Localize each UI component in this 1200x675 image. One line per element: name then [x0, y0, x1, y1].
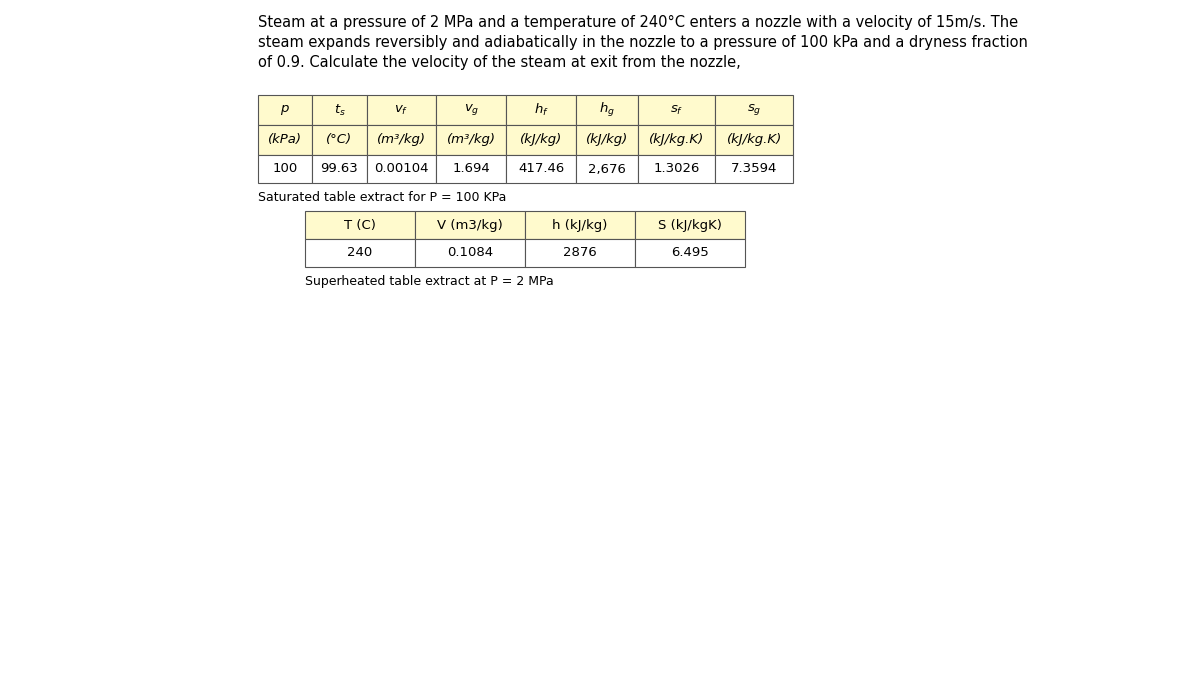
Bar: [526, 239, 635, 267]
Text: 417.46: 417.46: [518, 163, 564, 176]
Bar: [305, 239, 415, 267]
Bar: [415, 239, 526, 267]
Bar: [576, 155, 638, 183]
Bar: [506, 125, 576, 155]
Text: S (kJ/kgK): S (kJ/kgK): [658, 219, 722, 232]
Text: 240: 240: [347, 246, 373, 259]
Text: Saturated table extract for P = 100 KPa: Saturated table extract for P = 100 KPa: [258, 191, 506, 204]
Text: 2876: 2876: [563, 246, 596, 259]
Text: 0.00104: 0.00104: [374, 163, 428, 176]
Bar: [635, 239, 745, 267]
Bar: [506, 155, 576, 183]
Text: 100: 100: [272, 163, 298, 176]
Text: 6.495: 6.495: [671, 246, 709, 259]
Bar: [635, 211, 745, 239]
Bar: [366, 125, 437, 155]
Bar: [258, 155, 312, 183]
Text: $p$: $p$: [281, 103, 290, 117]
Text: 99.63: 99.63: [320, 163, 359, 176]
Text: (m³/kg): (m³/kg): [446, 134, 496, 146]
Text: $h_g$: $h_g$: [599, 101, 614, 119]
Bar: [312, 155, 366, 183]
Text: Superheated table extract at P = 2 MPa: Superheated table extract at P = 2 MPa: [305, 275, 553, 288]
Text: steam expands reversibly and adiabatically in the nozzle to a pressure of 100 kP: steam expands reversibly and adiabatical…: [258, 35, 1028, 50]
Bar: [576, 95, 638, 125]
Text: $v_g$: $v_g$: [463, 103, 479, 117]
Bar: [638, 155, 715, 183]
Text: (kJ/kg): (kJ/kg): [586, 134, 628, 146]
Text: 0.1084: 0.1084: [446, 246, 493, 259]
Text: $s_g$: $s_g$: [748, 103, 762, 117]
Bar: [715, 95, 793, 125]
Bar: [526, 211, 635, 239]
Bar: [715, 125, 793, 155]
Text: V (m3/kg): V (m3/kg): [437, 219, 503, 232]
Text: of 0.9. Calculate the velocity of the steam at exit from the nozzle,: of 0.9. Calculate the velocity of the st…: [258, 55, 740, 70]
Text: (kJ/kg.K): (kJ/kg.K): [727, 134, 782, 146]
Bar: [258, 125, 312, 155]
Text: (°C): (°C): [326, 134, 353, 146]
Text: (kJ/kg.K): (kJ/kg.K): [649, 134, 704, 146]
Text: $t_s$: $t_s$: [334, 103, 346, 117]
Bar: [576, 125, 638, 155]
Text: (kJ/kg): (kJ/kg): [520, 134, 562, 146]
Bar: [312, 95, 366, 125]
Bar: [312, 125, 366, 155]
Text: 1.3026: 1.3026: [654, 163, 700, 176]
Bar: [437, 95, 506, 125]
Bar: [258, 95, 312, 125]
Text: (kPa): (kPa): [268, 134, 302, 146]
Text: h (kJ/kg): h (kJ/kg): [552, 219, 607, 232]
Bar: [366, 95, 437, 125]
Text: $s_f$: $s_f$: [670, 103, 683, 117]
Bar: [437, 125, 506, 155]
Bar: [437, 155, 506, 183]
Text: $v_f$: $v_f$: [395, 103, 408, 117]
Text: 1.694: 1.694: [452, 163, 490, 176]
Bar: [638, 95, 715, 125]
Bar: [415, 211, 526, 239]
Bar: [715, 155, 793, 183]
Bar: [366, 155, 437, 183]
Text: 7.3594: 7.3594: [731, 163, 778, 176]
Text: T (C): T (C): [344, 219, 376, 232]
Text: $h_f$: $h_f$: [534, 102, 548, 118]
Text: (m³/kg): (m³/kg): [377, 134, 426, 146]
Text: 2,676: 2,676: [588, 163, 626, 176]
Bar: [638, 125, 715, 155]
Bar: [506, 95, 576, 125]
Bar: [305, 211, 415, 239]
Text: Steam at a pressure of 2 MPa and a temperature of 240°C enters a nozzle with a v: Steam at a pressure of 2 MPa and a tempe…: [258, 15, 1018, 30]
